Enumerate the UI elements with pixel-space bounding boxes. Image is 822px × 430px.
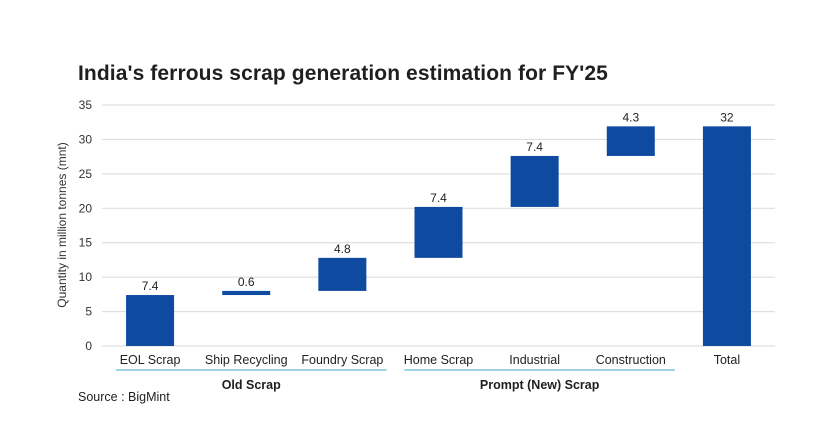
chart-title: India's ferrous scrap generation estimat… bbox=[78, 62, 608, 85]
y-tick-label: 5 bbox=[85, 305, 92, 319]
y-tick-label: 20 bbox=[79, 201, 93, 215]
y-tick-label: 35 bbox=[79, 98, 93, 112]
bar bbox=[126, 295, 175, 346]
group-label: Prompt (New) Scrap bbox=[480, 378, 600, 392]
bar bbox=[606, 126, 655, 156]
bar bbox=[510, 155, 559, 207]
value-label: 7.4 bbox=[142, 279, 159, 293]
value-label: 4.8 bbox=[334, 242, 351, 256]
bars bbox=[126, 126, 751, 347]
bar bbox=[222, 290, 271, 296]
group-label: Old Scrap bbox=[222, 378, 281, 392]
category-label: Construction bbox=[596, 353, 666, 367]
category-label: Total bbox=[714, 353, 740, 367]
bar bbox=[702, 126, 751, 347]
value-label: 7.4 bbox=[430, 191, 447, 205]
y-tick-label: 15 bbox=[79, 236, 93, 250]
category-labels: EOL Scrap Ship Recycling Foundry Scrap Home… bbox=[120, 353, 740, 367]
value-labels: 7.4 0.6 4.8 7.4 7.4 4.3 32 bbox=[142, 110, 734, 293]
y-tick-label: 30 bbox=[79, 132, 93, 146]
y-tick-label: 0 bbox=[85, 339, 92, 353]
gridlines bbox=[102, 104, 775, 347]
bar bbox=[414, 206, 463, 258]
category-label: EOL Scrap bbox=[120, 353, 181, 367]
category-label: Foundry Scrap bbox=[301, 353, 383, 367]
value-label: 4.3 bbox=[622, 110, 639, 124]
value-label: 32 bbox=[720, 110, 734, 124]
source-note: Source : BigMint bbox=[78, 390, 170, 404]
y-tick-label: 25 bbox=[79, 167, 93, 181]
group-labels: Old Scrap Prompt (New) Scrap bbox=[116, 369, 675, 392]
value-label: 0.6 bbox=[238, 275, 255, 289]
value-label: 7.4 bbox=[526, 140, 543, 154]
y-axis-ticks: 0 5 10 15 20 25 30 35 bbox=[79, 98, 93, 353]
category-label: Industrial bbox=[509, 353, 560, 367]
category-label: Ship Recycling bbox=[205, 353, 288, 367]
bar bbox=[318, 257, 367, 291]
category-label: Home Scrap bbox=[404, 353, 474, 367]
y-tick-label: 10 bbox=[79, 270, 93, 284]
y-axis-title: Quantity in million tonnes (mnt) bbox=[55, 142, 69, 307]
